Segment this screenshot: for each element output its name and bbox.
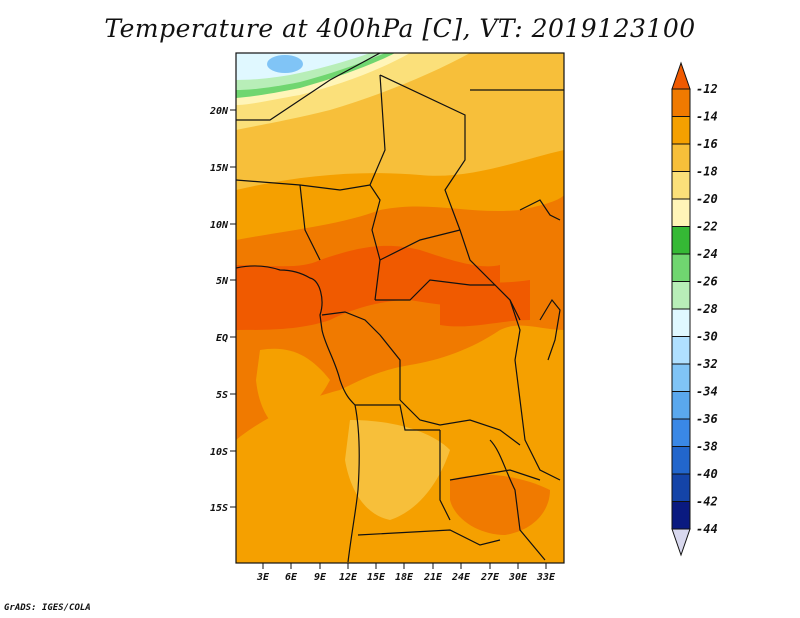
temperature-field <box>236 53 564 563</box>
colorbar-label: -24 <box>696 247 718 261</box>
lat-label: 15N <box>210 163 229 174</box>
colorbar-swatch <box>671 308 691 337</box>
colorbar-swatch <box>671 171 691 200</box>
colorbar-label: -32 <box>696 357 718 371</box>
colorbar-label: -36 <box>696 412 718 426</box>
colorbar-swatch <box>671 418 691 447</box>
lon-label: 30E <box>508 572 528 583</box>
lon-label: 18E <box>395 572 414 583</box>
colorbar-swatch <box>671 501 691 530</box>
colorbar-swatch <box>671 363 691 392</box>
colorbar-swatch <box>671 143 691 172</box>
lon-label: 27E <box>480 572 500 583</box>
colorbar-label: -40 <box>696 467 718 481</box>
lon-label: 33E <box>536 572 556 583</box>
colorbar-label: -42 <box>696 495 718 509</box>
colorbar-swatch <box>671 116 691 145</box>
lat-label: 10S <box>210 447 228 458</box>
colorbar-label: -34 <box>696 385 718 399</box>
colorbar-swatch <box>671 446 691 475</box>
colorbar-label: -12 <box>696 82 718 96</box>
map-title: Temperature at 400hPa [C], VT: 201912310… <box>104 14 696 43</box>
colorbar-label: -38 <box>696 440 718 454</box>
colorbar: -12 -14 -16 -18 -20 -22 -24 -26 -28 -30 -32 -34 -36 -… <box>671 61 718 557</box>
lon-label: 15E <box>367 572 386 583</box>
grads-credit: GrADS: IGES/COLA <box>4 603 91 613</box>
lon-label: 3E <box>256 572 270 583</box>
country-borders <box>236 53 564 563</box>
colorbar-arrow-bottom <box>671 528 691 557</box>
colorbar-label: -44 <box>696 522 718 536</box>
lon-label: 12E <box>339 572 358 583</box>
colorbar-swatch <box>671 198 691 227</box>
colorbar-label: -28 <box>696 302 718 316</box>
lat-label: EQ <box>216 333 228 344</box>
lon-label: 9E <box>314 572 327 583</box>
lat-label: 10N <box>210 220 229 231</box>
colorbar-swatch <box>671 253 691 282</box>
colorbar-label: -22 <box>696 220 718 234</box>
colorbar-swatch <box>671 473 691 502</box>
colorbar-label: -18 <box>696 165 718 179</box>
colorbar-label: -16 <box>696 137 718 151</box>
lat-label: 5N <box>216 276 229 287</box>
colorbar-label: -14 <box>696 110 718 124</box>
lat-label: 20N <box>209 106 229 117</box>
colorbar-swatch <box>671 391 691 420</box>
lon-label: 6E <box>285 572 298 583</box>
colorbar-swatch <box>671 336 691 365</box>
colorbar-label: -20 <box>696 192 718 206</box>
lat-label: 15S <box>210 503 228 514</box>
map-frame <box>235 52 565 564</box>
colorbar-arrow-top <box>671 61 691 90</box>
colorbar-swatch <box>671 281 691 310</box>
colorbar-label: -26 <box>696 275 718 289</box>
colorbar-swatch <box>671 88 691 117</box>
lon-label: 21E <box>423 572 443 583</box>
colorbar-label: -30 <box>696 330 718 344</box>
lat-label: 5S <box>216 390 228 401</box>
colorbar-swatch <box>671 226 691 255</box>
lon-label: 24E <box>451 572 471 583</box>
